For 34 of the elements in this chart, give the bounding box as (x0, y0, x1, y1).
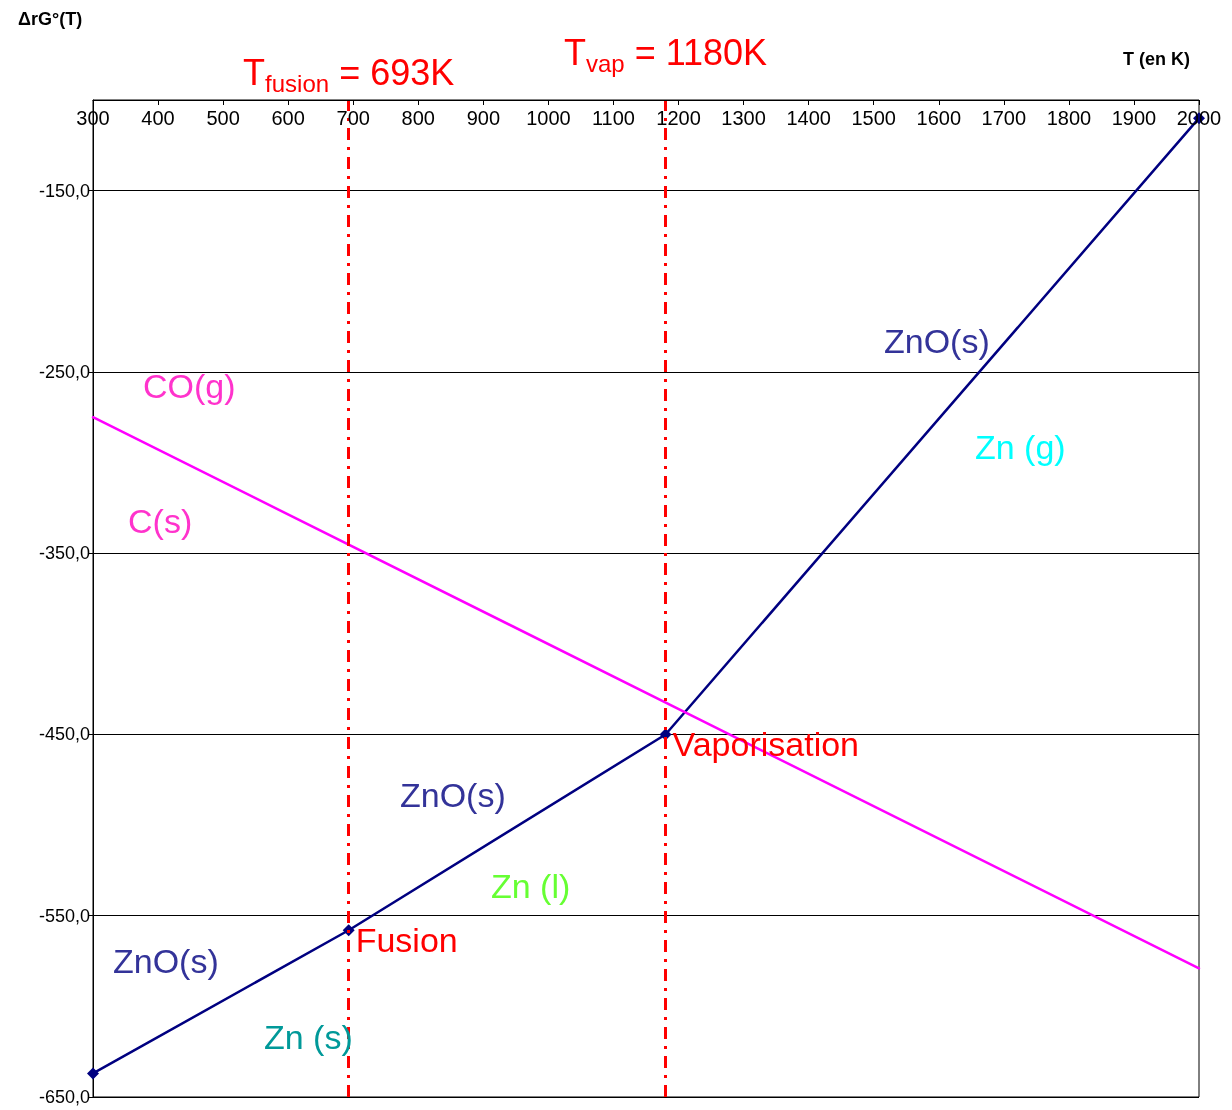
y-tick-label: -550,0 (38, 905, 90, 926)
x-tick-label: 1700 (981, 107, 1027, 129)
x-tick-label: 600 (271, 107, 305, 129)
x-tick-label: 500 (206, 107, 240, 129)
y-axis-title: ΔrG°(T) (18, 9, 83, 29)
y-tick-label: -250,0 (38, 361, 90, 382)
y-tick-label: -650,0 (38, 1087, 90, 1107)
x-tick-label: 900 (466, 107, 501, 129)
x-tick-label: 400 (141, 107, 175, 129)
x-tick-label: 1800 (1046, 107, 1092, 129)
x-axis-title: T (en K) (1123, 49, 1191, 69)
y-tick-label: -450,0 (38, 724, 90, 745)
x-tick-label: 1200 (656, 107, 701, 129)
annotation: Zn (g) (975, 428, 1066, 466)
x-tick-label: 1400 (786, 107, 831, 129)
x-tick-label: 1100 (591, 107, 635, 129)
y-tick-label: -350,0 (38, 543, 90, 564)
x-tick-label: 1900 (1111, 107, 1157, 129)
annotation: C(s) (128, 502, 193, 540)
x-tick-label: 1500 (851, 107, 896, 129)
x-tick-label: 1000 (526, 107, 571, 129)
x-tick-label: 1300 (721, 107, 766, 129)
annotation: CO(g) (143, 367, 236, 405)
y-tick-label: -150,0 (38, 180, 90, 201)
annotation: ZnO(s) (884, 322, 990, 360)
point (87, 1067, 99, 1080)
x-tick-label: 800 (401, 107, 435, 129)
annotation: Fusion (355, 921, 458, 960)
annotation: ZnO(s) (400, 776, 506, 814)
annotation: Zn (l) (491, 867, 571, 905)
x-tick-label: 1600 (916, 107, 962, 129)
x-tick-label: 700 (336, 107, 370, 129)
annotation: Zn (s) (264, 1018, 353, 1056)
annotation: ZnO(s) (113, 942, 219, 980)
